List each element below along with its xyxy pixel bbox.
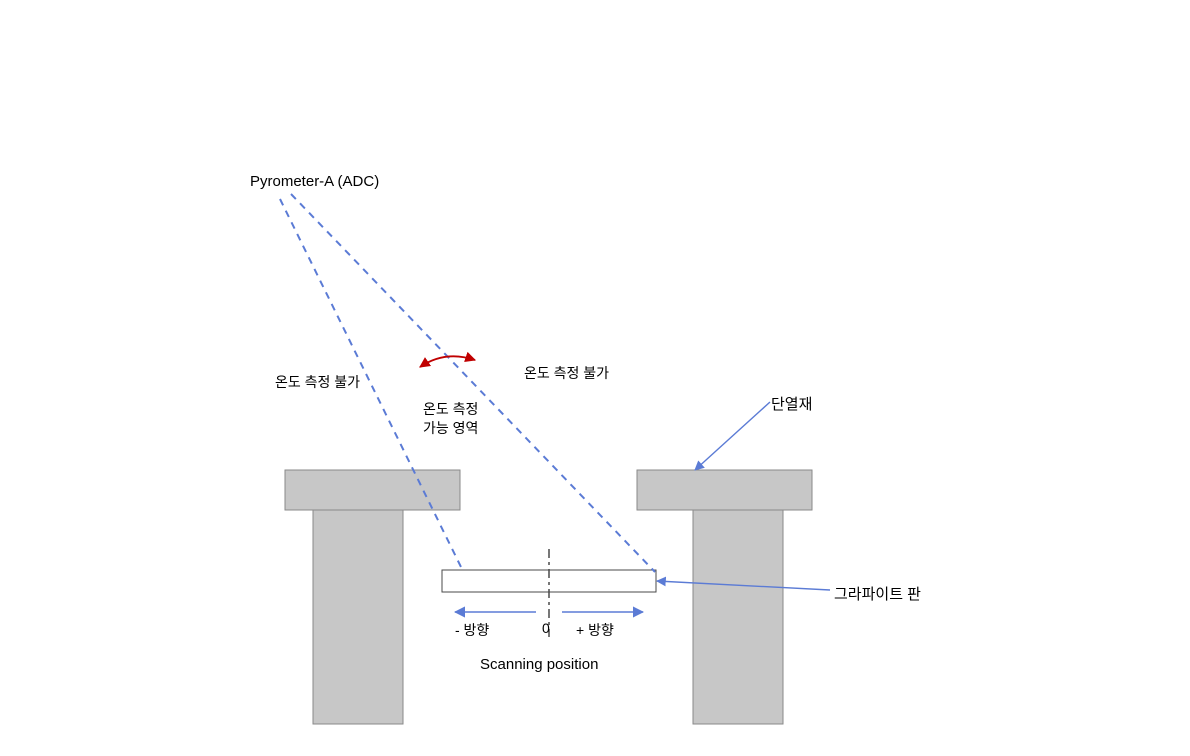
label-dir-minus: - 방향 [455,620,489,640]
label-temp-left: 온도 측정 불가 [275,372,360,392]
wall-right-col [693,510,783,724]
wall-right-top [637,470,812,510]
label-insulator: 단열재 [771,393,812,414]
wall-left-top [285,470,460,510]
label-scan: Scanning position [480,656,598,673]
label-dir-plus: + 방향 [576,620,614,640]
label-dir-zero: 0 [542,620,550,636]
diagram-stage: Pyrometer-A (ADC) 온도 측정 불가 온도 측정 불가 온도 측… [0,0,1190,756]
label-graphite: 그라파이트 판 [834,583,921,604]
label-pyrometer: Pyrometer-A (ADC) [250,173,379,190]
wall-left-col [313,510,403,724]
label-temp-right: 온도 측정 불가 [524,363,609,383]
label-temp-c1: 온도 측정 [423,399,478,419]
label-temp-c2: 가능 영역 [423,418,478,438]
callout-insulator [695,402,770,470]
